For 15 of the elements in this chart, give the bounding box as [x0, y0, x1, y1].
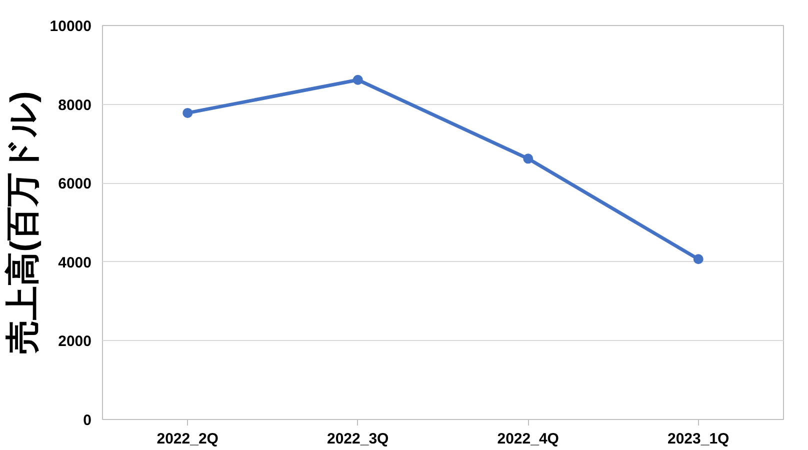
y-tick-label: 8000 — [58, 96, 92, 114]
point — [693, 254, 704, 264]
y-tick-label: 4000 — [58, 254, 92, 272]
point — [523, 154, 534, 164]
y-tick-label: 10000 — [50, 18, 92, 35]
x-tick-label: 2022_3Q — [327, 430, 390, 448]
x-tick-label: 2023_1Q — [668, 430, 730, 448]
point — [182, 108, 193, 118]
y-tick-label: 6000 — [58, 176, 92, 193]
point — [352, 74, 363, 85]
x-tick-label: 2022_2Q — [156, 430, 219, 448]
y-tick-label: 2000 — [58, 333, 92, 350]
x-tick-label: 2022_4Q — [497, 430, 560, 448]
y-axis-title: 売上高(百万ドル) — [4, 91, 42, 354]
y-tick-label: 0 — [83, 412, 92, 429]
